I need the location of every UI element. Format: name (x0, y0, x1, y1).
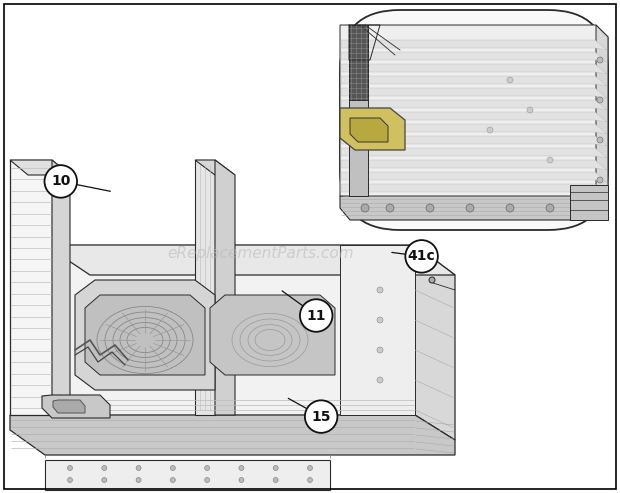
Circle shape (597, 177, 603, 183)
Polygon shape (341, 124, 607, 134)
Circle shape (547, 157, 553, 163)
Polygon shape (210, 295, 335, 375)
Circle shape (377, 347, 383, 353)
Polygon shape (341, 172, 607, 182)
Polygon shape (215, 160, 235, 415)
Circle shape (426, 204, 434, 212)
Polygon shape (45, 245, 455, 275)
Polygon shape (85, 295, 205, 375)
Circle shape (239, 478, 244, 483)
Circle shape (102, 465, 107, 470)
Polygon shape (341, 76, 607, 86)
Polygon shape (350, 118, 388, 142)
Circle shape (466, 204, 474, 212)
Circle shape (239, 465, 244, 470)
Polygon shape (195, 160, 215, 415)
Polygon shape (596, 25, 608, 220)
Polygon shape (341, 148, 607, 158)
Polygon shape (75, 280, 215, 390)
Circle shape (377, 317, 383, 323)
Circle shape (170, 465, 175, 470)
Circle shape (527, 107, 533, 113)
Circle shape (68, 478, 73, 483)
Polygon shape (195, 160, 235, 175)
Text: eReplacementParts.com: eReplacementParts.com (167, 246, 354, 261)
Circle shape (597, 97, 603, 103)
Circle shape (205, 478, 210, 483)
Circle shape (205, 465, 210, 470)
Polygon shape (42, 395, 110, 418)
Circle shape (361, 204, 369, 212)
Polygon shape (349, 25, 368, 100)
Circle shape (386, 204, 394, 212)
Polygon shape (570, 185, 608, 220)
Polygon shape (10, 415, 455, 455)
Polygon shape (45, 460, 330, 490)
Circle shape (170, 478, 175, 483)
Circle shape (68, 465, 73, 470)
Polygon shape (10, 160, 52, 415)
Polygon shape (341, 112, 607, 122)
Text: 10: 10 (51, 175, 71, 188)
Polygon shape (341, 160, 607, 170)
Polygon shape (340, 195, 608, 220)
Circle shape (546, 204, 554, 212)
Polygon shape (341, 100, 607, 110)
Circle shape (405, 240, 438, 273)
Polygon shape (53, 400, 85, 413)
Circle shape (305, 400, 337, 433)
Circle shape (273, 465, 278, 470)
Polygon shape (10, 160, 70, 175)
Polygon shape (341, 136, 607, 146)
Circle shape (377, 287, 383, 293)
Polygon shape (341, 52, 607, 62)
Polygon shape (340, 245, 415, 415)
Polygon shape (341, 88, 607, 98)
Polygon shape (340, 108, 405, 150)
Polygon shape (341, 64, 607, 74)
Text: 11: 11 (306, 309, 326, 322)
Circle shape (507, 77, 513, 83)
Circle shape (597, 57, 603, 63)
Circle shape (308, 465, 312, 470)
Polygon shape (340, 25, 608, 196)
Polygon shape (415, 245, 455, 440)
Circle shape (487, 127, 493, 133)
Circle shape (45, 165, 77, 198)
Circle shape (136, 465, 141, 470)
Circle shape (506, 204, 514, 212)
Text: 41c: 41c (408, 249, 435, 263)
Circle shape (273, 478, 278, 483)
Circle shape (102, 478, 107, 483)
Polygon shape (349, 25, 368, 196)
Circle shape (429, 277, 435, 283)
Text: 15: 15 (311, 410, 331, 423)
Circle shape (308, 478, 312, 483)
Polygon shape (52, 160, 70, 415)
Circle shape (597, 137, 603, 143)
Circle shape (300, 299, 332, 332)
Polygon shape (45, 245, 415, 415)
Polygon shape (341, 184, 607, 194)
Circle shape (377, 377, 383, 383)
FancyBboxPatch shape (340, 10, 608, 230)
Polygon shape (341, 40, 607, 50)
Circle shape (136, 478, 141, 483)
